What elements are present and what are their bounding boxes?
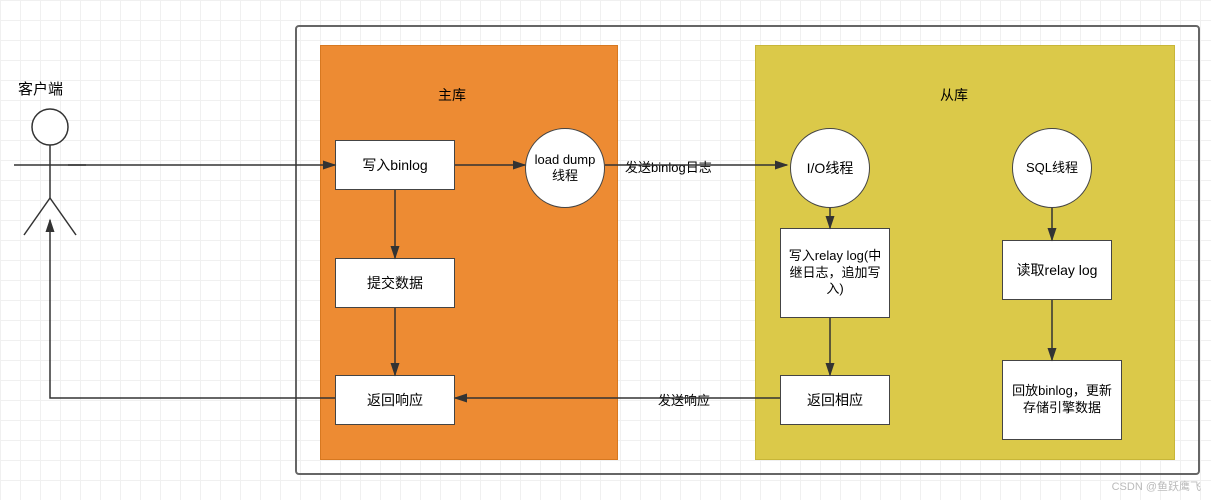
flowchart-diagram: 客户端 主库 从库 写入binlog 提交数据 返回响应 写入relay log… [0, 0, 1211, 500]
node-load-dump: load dump线程 [525, 128, 605, 208]
node-submit-data: 提交数据 [335, 258, 455, 308]
node-sql-thread: SQL线程 [1012, 128, 1092, 208]
edge-label-send-resp: 发送响应 [658, 390, 710, 409]
node-io-thread: I/O线程 [790, 128, 870, 208]
node-read-relay: 读取relay log [1002, 240, 1112, 300]
node-return-resp-slave: 返回相应 [780, 375, 890, 425]
node-replay-binlog: 回放binlog，更新存储引擎数据 [1002, 360, 1122, 440]
node-write-relay: 写入relay log(中继日志，追加写入) [780, 228, 890, 318]
node-write-binlog: 写入binlog [335, 140, 455, 190]
edge-label-send-binlog: 发送binlog日志 [625, 157, 712, 176]
actor-label: 客户端 [18, 78, 63, 99]
master-label: 主库 [438, 85, 466, 105]
slave-label: 从库 [940, 85, 968, 105]
node-return-resp-master: 返回响应 [335, 375, 455, 425]
watermark: CSDN @鱼跃鹰飞 [1112, 478, 1201, 494]
